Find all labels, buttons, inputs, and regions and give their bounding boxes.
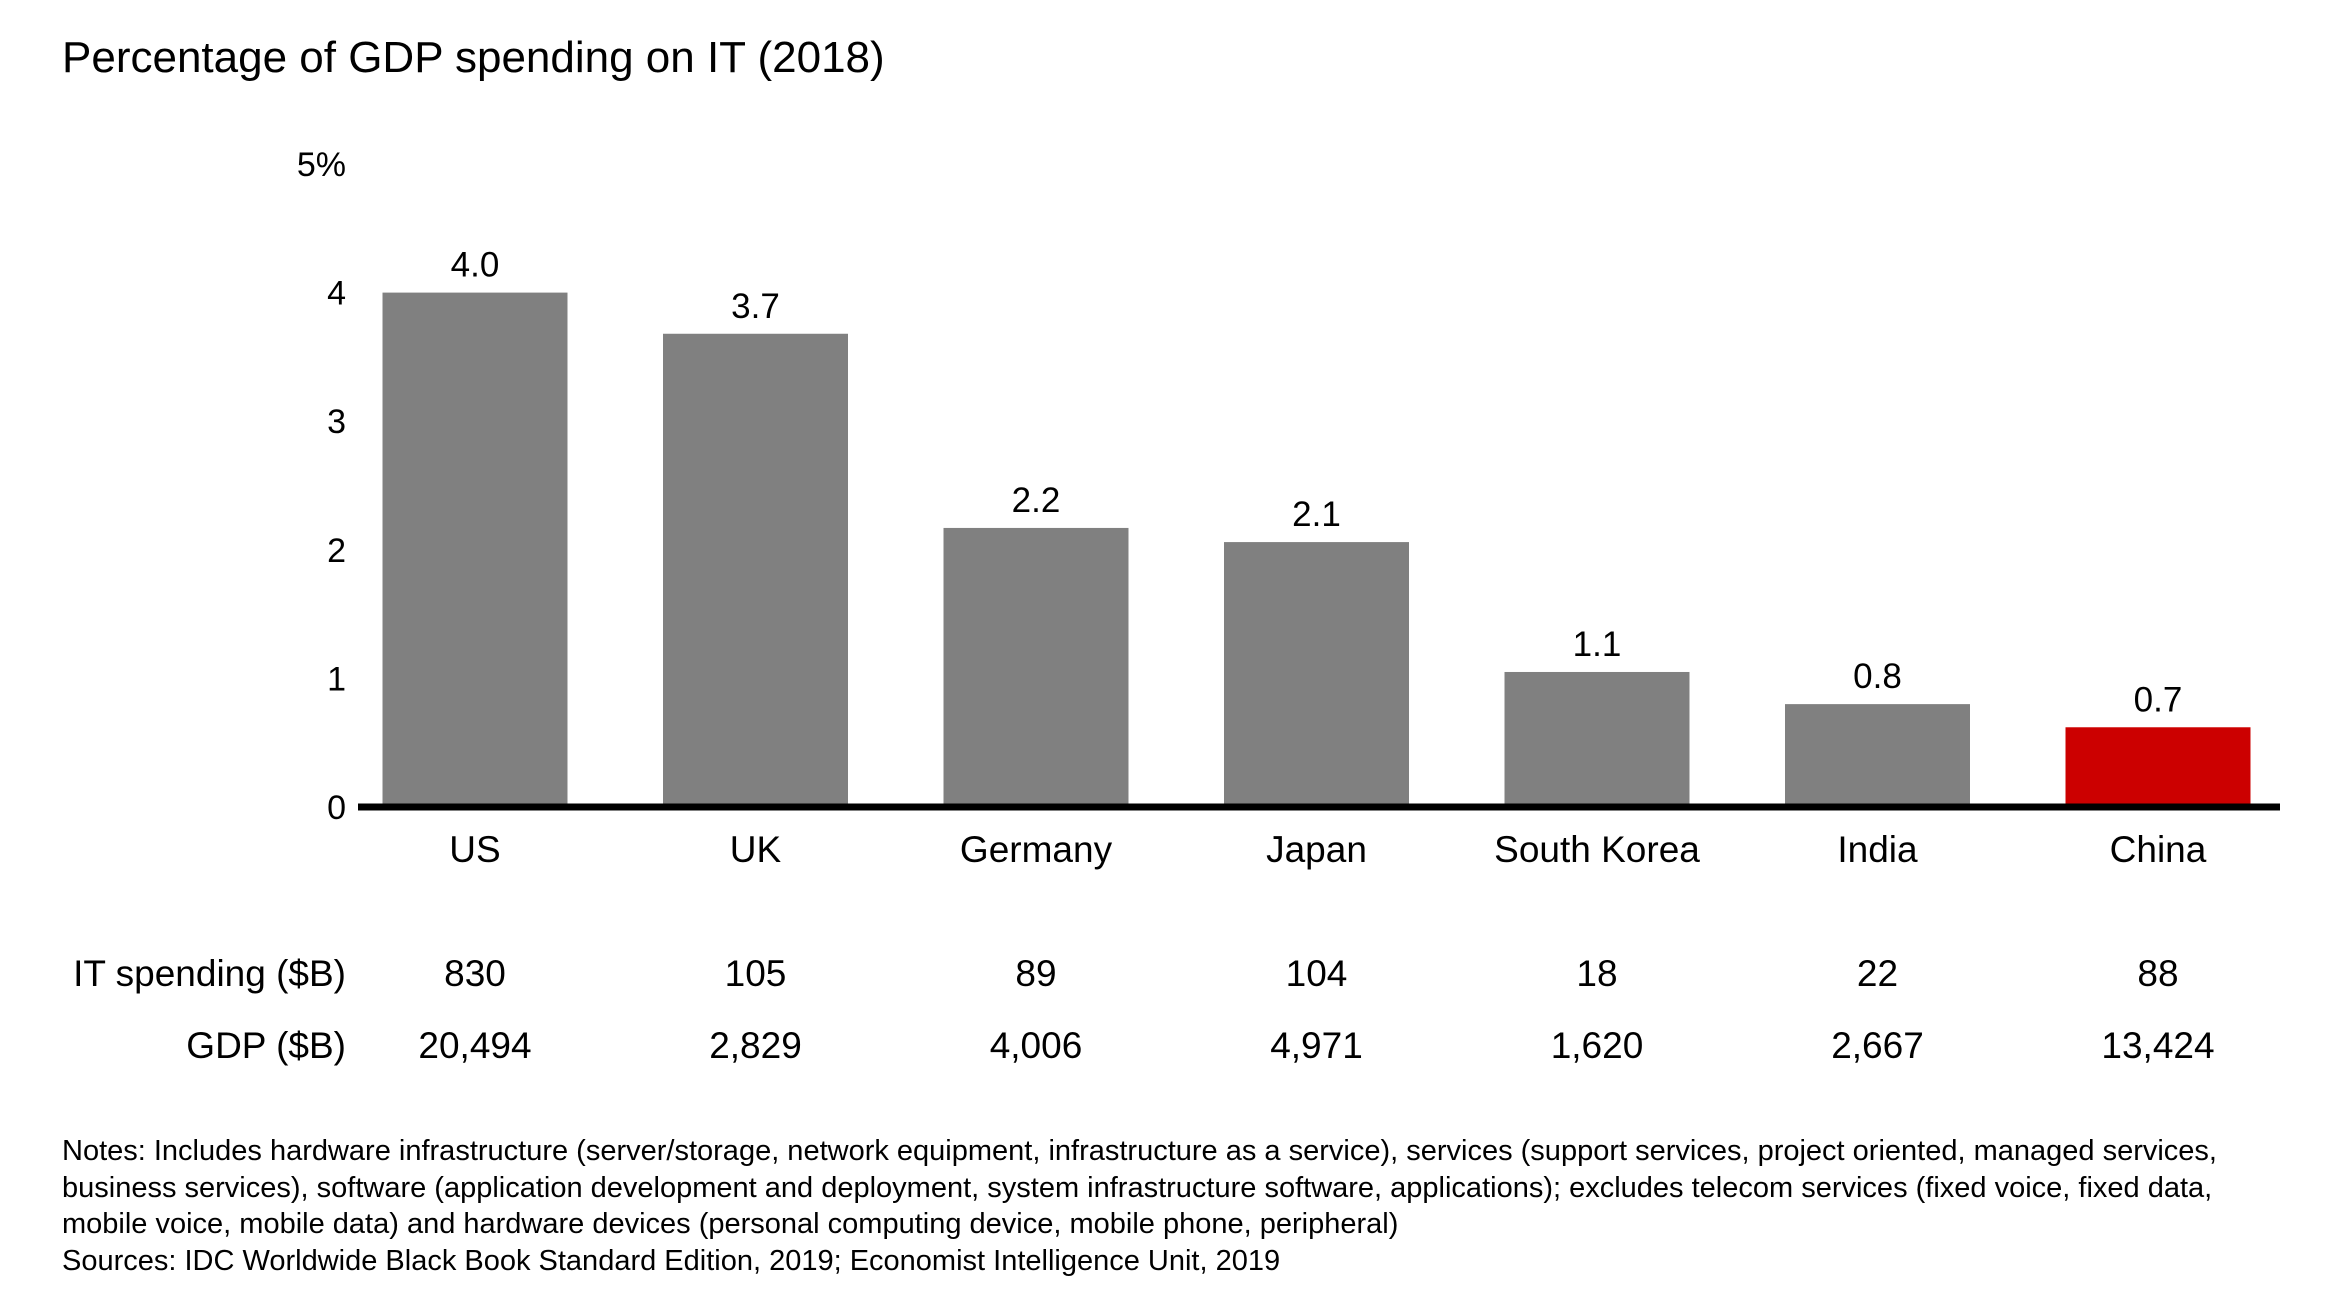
table-row-label: IT spending ($B) <box>73 953 346 994</box>
category-label: Germany <box>960 829 1113 870</box>
data-table: IT spending ($B) 830 105 89 104 18 22 88 GDP ($B… <box>73 953 2214 1066</box>
table-cell: 4,971 <box>1270 1025 1363 1066</box>
y-tick-label: 3 <box>327 403 346 441</box>
bar-value-label: 1.1 <box>1573 625 1622 664</box>
bars <box>382 292 2251 808</box>
table-cell: 2,667 <box>1831 1025 1924 1066</box>
table-cell: 4,006 <box>990 1025 1083 1066</box>
table-cell: 20,494 <box>418 1025 531 1066</box>
bar-value-label: 2.2 <box>1012 481 1061 520</box>
bar-value-label: 0.7 <box>2134 680 2183 719</box>
bar-india <box>1785 704 1970 807</box>
table-cell: 22 <box>1857 953 1898 994</box>
bar-germany <box>943 527 1129 807</box>
value-labels: 4.0 3.7 2.2 2.1 1.1 0.8 0.7 <box>451 246 2183 720</box>
table-cell: 105 <box>725 953 787 994</box>
category-label: South Korea <box>1494 829 1700 870</box>
bar-japan <box>1224 542 1409 807</box>
table-cell: 2,829 <box>709 1025 802 1066</box>
y-tick-label: 4 <box>327 275 346 313</box>
y-axis-ticks: 0 1 2 3 4 5% <box>297 146 346 827</box>
table-cell: 89 <box>1015 953 1056 994</box>
bar-value-label: 3.7 <box>731 287 780 326</box>
bar-south-korea <box>1504 671 1690 807</box>
category-label: Japan <box>1266 829 1367 870</box>
bar-uk <box>663 333 848 807</box>
bar-value-label: 2.1 <box>1292 495 1341 534</box>
table-cell: 1,620 <box>1551 1025 1644 1066</box>
bar-value-label: 0.8 <box>1853 657 1902 696</box>
table-cell: 104 <box>1286 953 1348 994</box>
y-tick-label: 1 <box>327 660 346 698</box>
y-tick-label: 0 <box>327 789 346 827</box>
category-label: India <box>1837 829 1918 870</box>
y-tick-label: 2 <box>327 532 346 570</box>
category-labels: US UK Germany Japan South Korea India China <box>449 829 2206 870</box>
bar-us <box>382 292 568 808</box>
notes-text: Notes: Includes hardware infrastructure … <box>62 1135 2217 1240</box>
category-label: UK <box>730 829 782 870</box>
table-cell: 18 <box>1576 953 1617 994</box>
bar-value-label: 4.0 <box>451 246 500 285</box>
sources-text: Sources: IDC Worldwide Black Book Standa… <box>62 1244 1281 1277</box>
chart-notes: Notes: Includes hardware infrastructure … <box>62 1133 2282 1279</box>
category-label: China <box>2110 829 2207 870</box>
table-cell: 13,424 <box>2101 1025 2214 1066</box>
category-label: US <box>449 829 500 870</box>
table-cell: 830 <box>444 953 506 994</box>
chart-title: Percentage of GDP spending on IT (2018) <box>62 33 885 82</box>
y-tick-label: 5% <box>297 146 346 184</box>
table-cell: 88 <box>2137 953 2178 994</box>
table-row-label: GDP ($B) <box>186 1025 346 1066</box>
bar-china <box>2065 727 2251 807</box>
